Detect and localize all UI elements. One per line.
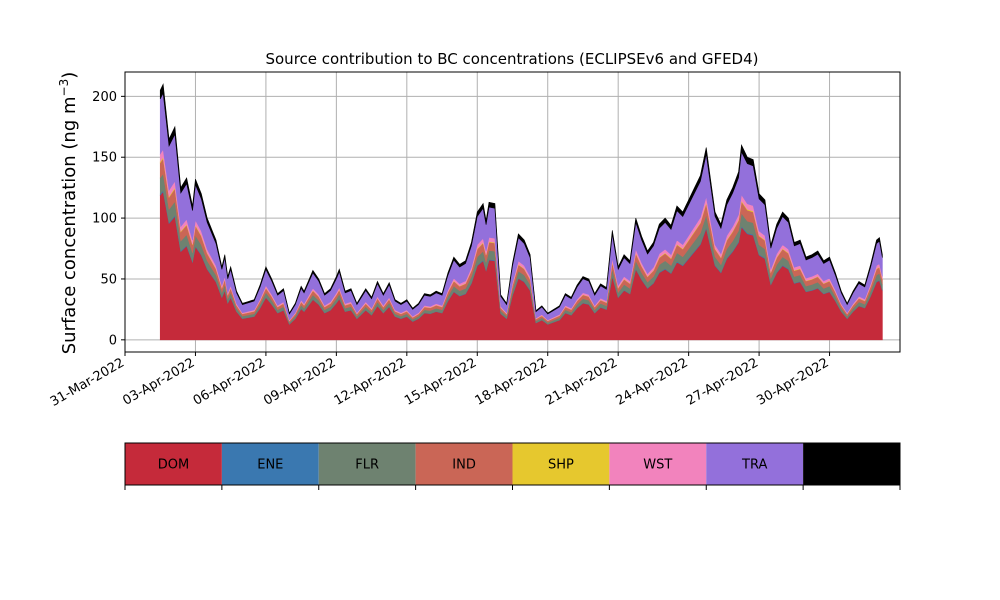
y-tick-label: 100 — [92, 212, 117, 227]
legend-swatch-dom — [125, 443, 222, 485]
chart-title: Source contribution to BC concentrations… — [265, 50, 758, 68]
legend-swatch-ene — [221, 443, 319, 485]
axes-frame — [124, 71, 901, 353]
legend-label-flr: FLR — [355, 458, 379, 473]
y-axis-label-close: ) — [59, 72, 80, 79]
y-tick-label: 150 — [92, 151, 117, 166]
legend-swatch-tra — [706, 443, 804, 485]
legend-swatch-shp — [512, 443, 610, 485]
legend-label-dom: DOM — [158, 458, 189, 473]
area-series-bb — [159, 83, 883, 315]
legend-swatch-bb — [803, 443, 900, 485]
legend-label-wst: WST — [643, 458, 672, 473]
legend-swatch-flr — [318, 443, 416, 485]
legend-label-ene: ENE — [257, 458, 283, 473]
y-axis-label-main: Surface concentration (ng m — [59, 96, 80, 354]
y-axis-label: Surface concentration (ng m−3) — [57, 72, 80, 355]
y-tick-label: 200 — [92, 90, 117, 105]
legend-swatch-wst — [609, 443, 707, 485]
legend-label-ind: IND — [452, 458, 476, 473]
legend-swatch-ind — [415, 443, 513, 485]
y-tick-label: 0 — [109, 333, 117, 348]
y-axis-label-exponent: −3 — [57, 79, 71, 97]
legend-label-tra: TRA — [741, 458, 767, 473]
y-tick-label: 50 — [100, 272, 117, 287]
legend-label-shp: SHP — [548, 458, 574, 473]
colorbar-legend: DOM ENE FLR IND SHP WST TRA BB — [124, 442, 901, 490]
legend-label-bb: BB — [843, 458, 861, 473]
